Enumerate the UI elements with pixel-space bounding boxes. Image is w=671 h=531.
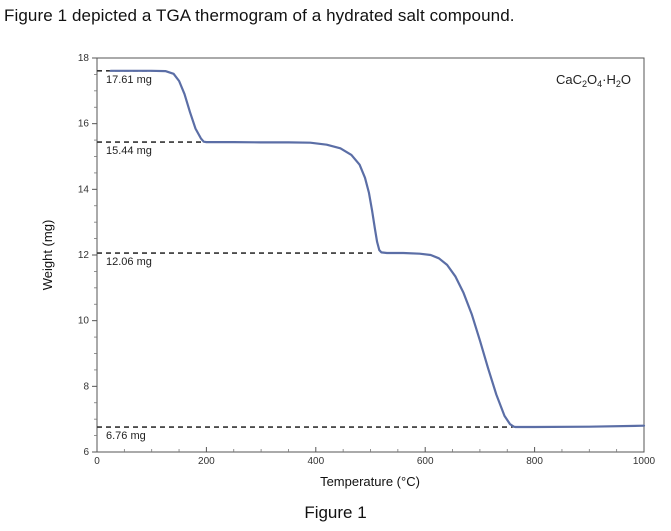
intro-text: Figure 1 depicted a TGA thermogram of a … (4, 6, 515, 25)
plateau-reference-lines: 17.61 mg 15.44 mg 12.06 mg 6.76 mg (97, 70, 513, 442)
x-tick-label: 0 (94, 456, 100, 467)
y-tick-label: 18 (78, 53, 90, 64)
x-tick-label: 1000 (633, 456, 656, 467)
y-tick-label: 16 (78, 119, 90, 130)
y-tick-label: 6 (83, 447, 89, 458)
x-tick-label: 600 (417, 456, 434, 467)
tga-curve (109, 69, 646, 429)
plateau-mass-label: 12.06 mg (106, 256, 152, 268)
plateau-mass-label: 15.44 mg (106, 145, 152, 157)
y-axis-title: Weight (mg) (40, 220, 55, 291)
plot-frame (96, 57, 645, 453)
axis-ticks: 0 200 400 600 800 1000 6 8 10 12 14 16 18 (78, 53, 656, 467)
x-tick-label: 200 (198, 456, 215, 467)
y-tick-label: 14 (78, 184, 90, 195)
plateau-mass-label: 17.61 mg (106, 74, 152, 86)
figure-caption: Figure 1 (304, 503, 367, 522)
plateau-mass-label: 6.76 mg (106, 430, 146, 442)
y-tick-label: 8 (83, 381, 89, 392)
x-axis-title: Temperature (°C) (320, 474, 420, 489)
x-tick-label: 800 (526, 456, 543, 467)
y-tick-label: 12 (78, 250, 90, 261)
compound-formula-label: CaC2O4·H2O (556, 72, 631, 89)
y-tick-label: 10 (78, 316, 90, 327)
x-tick-label: 400 (307, 456, 324, 467)
